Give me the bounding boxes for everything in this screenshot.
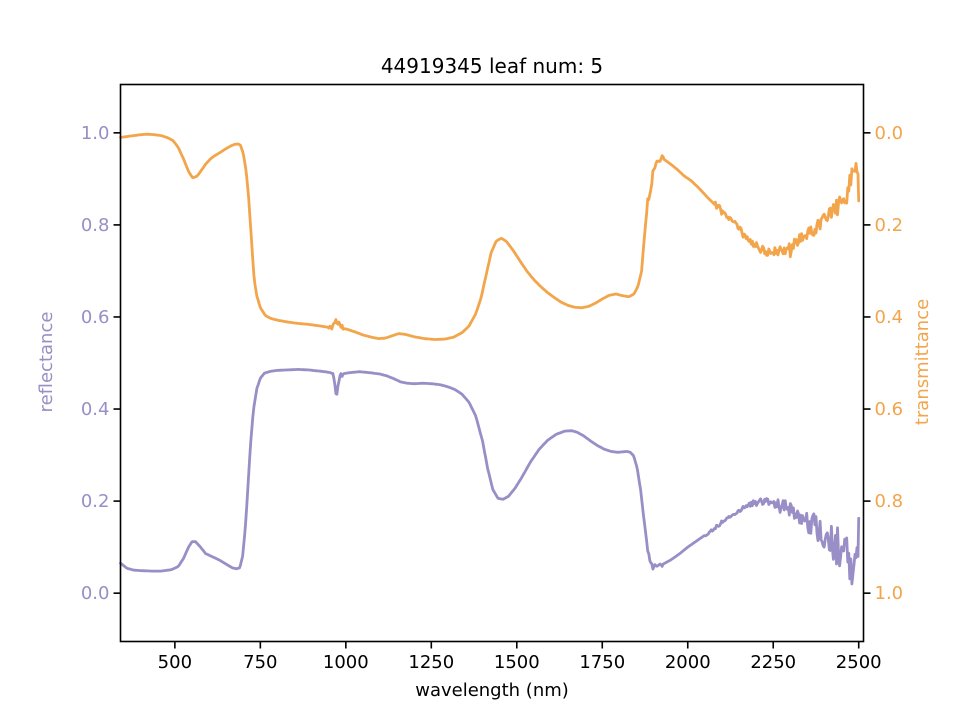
- right-y-tick-label: 0.4: [875, 307, 904, 328]
- left-y-tick-label: 0.4: [81, 399, 110, 420]
- x-tick-label: 2500: [836, 652, 882, 673]
- left-y-tick-label: 0.8: [81, 215, 110, 236]
- left-y-tick-label: 0.0: [81, 583, 110, 604]
- x-tick-label: 750: [243, 652, 277, 673]
- x-tick-label: 1750: [579, 652, 625, 673]
- right-y-tick-label: 0.2: [875, 215, 904, 236]
- left-y-axis-label: reflectance: [36, 312, 57, 413]
- x-tick-label: 1500: [494, 652, 540, 673]
- left-y-tick-label: 1.0: [81, 123, 110, 144]
- axes: 500 750 1000 1250 1500 1750 2000 2250 2500 0.0 0.2…: [81, 83, 904, 673]
- x-tick-label: 2000: [665, 652, 711, 673]
- right-y-tick-label: 0.0: [875, 123, 904, 144]
- x-tick-label: 500: [158, 652, 192, 673]
- left-y-tick-label: 0.6: [81, 307, 110, 328]
- series-reflectance-line: [119, 367, 861, 586]
- right-y-tick-label: 0.6: [875, 399, 904, 420]
- x-tick-label: 1250: [408, 652, 454, 673]
- chart-title: 44919345 leaf num: 5: [381, 54, 603, 78]
- right-y-tick-label: 1.0: [875, 583, 904, 604]
- x-axis-label: wavelength (nm): [415, 680, 569, 701]
- right-y-axis-label: transmittance: [912, 299, 933, 425]
- left-y-tick-label: 0.2: [81, 491, 110, 512]
- series-transmittance-line: [119, 132, 861, 341]
- right-y-tick-label: 0.8: [875, 491, 904, 512]
- plot-area: 500 750 1000 1250 1500 1750 2000 2250 2500 0.0 0.2…: [81, 83, 904, 673]
- x-tick-label: 2250: [750, 652, 796, 673]
- x-tick-label: 1000: [323, 652, 369, 673]
